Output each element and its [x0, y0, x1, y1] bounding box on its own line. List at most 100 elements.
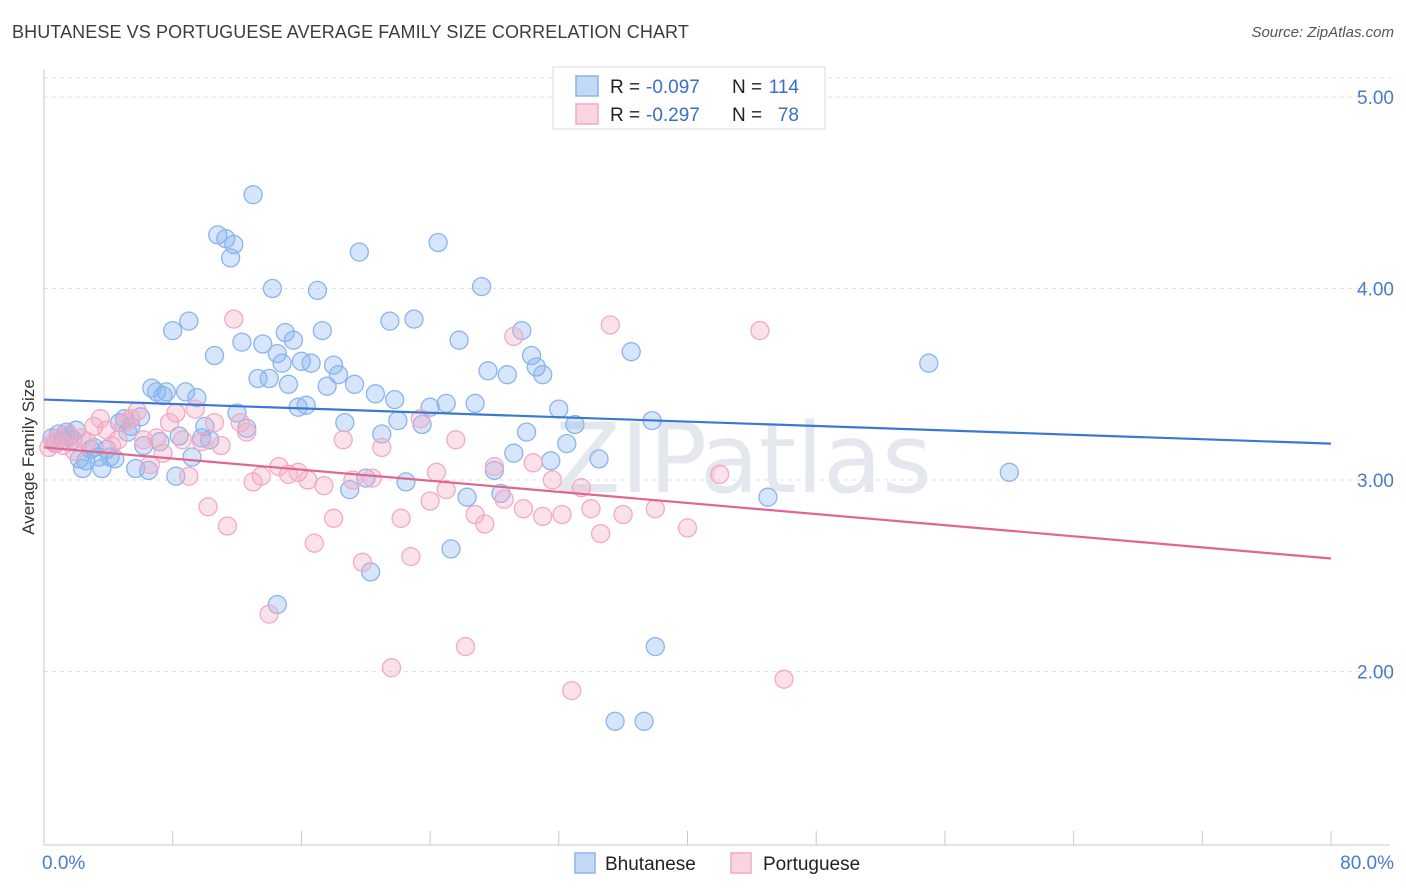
point-bhutanese	[645, 636, 665, 657]
legend-swatch-bhutanese	[575, 75, 599, 97]
point-portuguese	[513, 499, 534, 519]
point-portuguese	[362, 468, 382, 488]
legend-r-label-bhutanese: R =	[610, 77, 640, 98]
point-bhutanese	[557, 433, 577, 454]
point-bhutanese	[349, 242, 369, 262]
point-portuguese	[484, 456, 505, 477]
tick-labels: 2.00 3.00 4.00 5.00 0.0% 80.0%	[42, 88, 1394, 874]
point-bhutanese	[388, 410, 408, 431]
point-portuguese	[613, 504, 633, 525]
point-portuguese	[372, 437, 392, 458]
point-portuguese	[581, 499, 601, 519]
point-portuguese	[333, 430, 353, 450]
point-portuguese	[446, 430, 466, 450]
point-portuguese	[84, 416, 104, 437]
point-portuguese	[410, 409, 431, 429]
point-bhutanese	[278, 374, 299, 394]
series-legend: Bhutanese Portuguese	[574, 852, 860, 875]
point-bhutanese	[307, 280, 328, 301]
trend-lines	[43, 398, 1332, 560]
point-bhutanese	[478, 361, 498, 381]
point-bhutanese	[272, 353, 292, 373]
point-portuguese	[211, 435, 231, 456]
legend-swatch-portuguese	[575, 103, 599, 125]
point-portuguese	[314, 476, 334, 496]
point-portuguese	[645, 499, 665, 519]
legend-n-value-bhutanese: 114	[769, 77, 800, 98]
point-portuguese	[590, 523, 611, 544]
point-portuguese	[401, 546, 421, 567]
point-portuguese	[192, 432, 212, 452]
point-portuguese	[259, 604, 279, 624]
point-portuguese	[288, 462, 308, 482]
x-tick-label-max: 80.0%	[1340, 853, 1394, 874]
point-portuguese	[153, 443, 173, 463]
y-tick-label: 2.00	[1357, 663, 1394, 684]
point-bhutanese	[372, 424, 392, 444]
point-bhutanese	[232, 332, 252, 352]
point-portuguese	[90, 409, 110, 429]
point-bhutanese	[291, 351, 312, 371]
series-legend-label-bhutanese: Bhutanese	[605, 854, 696, 875]
point-bhutanese	[449, 330, 469, 350]
point-portuguese	[237, 422, 257, 442]
point-portuguese	[523, 453, 543, 473]
point-portuguese	[750, 320, 770, 341]
chart-title: BHUTANESE VS PORTUGUESE AVERAGE FAMILY S…	[12, 22, 689, 42]
point-bhutanese	[428, 232, 448, 253]
watermark-atlas: atlas	[700, 403, 932, 515]
point-bhutanese	[296, 395, 316, 415]
point-portuguese	[562, 680, 582, 701]
point-portuguese	[108, 430, 128, 450]
point-portuguese	[323, 508, 344, 528]
point-bhutanese	[253, 334, 273, 354]
point-portuguese	[774, 669, 794, 689]
point-bhutanese	[526, 357, 546, 377]
series-legend-swatch-portuguese	[730, 852, 752, 874]
axes	[43, 70, 1390, 846]
point-bhutanese	[385, 389, 405, 410]
point-bhutanese	[634, 711, 654, 731]
point-bhutanese	[380, 311, 400, 331]
point-bhutanese	[589, 449, 609, 469]
point-portuguese	[166, 403, 186, 423]
point-portuguese	[179, 466, 199, 486]
point-portuguese	[381, 658, 402, 678]
point-bhutanese	[541, 451, 561, 471]
point-portuguese	[159, 412, 180, 433]
point-bhutanese	[248, 368, 268, 389]
point-portuguese	[420, 491, 440, 511]
point-bhutanese	[471, 276, 492, 297]
point-portuguese	[121, 409, 141, 429]
y-tick-label: 4.00	[1357, 280, 1394, 301]
point-portuguese	[455, 636, 476, 657]
y-tick-label: 3.00	[1357, 471, 1394, 492]
point-bhutanese	[328, 365, 349, 385]
point-portuguese	[204, 412, 225, 433]
point-bhutanese	[465, 393, 485, 414]
point-bhutanese	[533, 365, 553, 385]
point-portuguese	[436, 479, 456, 500]
point-bhutanese	[504, 443, 524, 463]
point-bhutanese	[605, 711, 625, 731]
point-bhutanese	[312, 320, 332, 341]
source-credit: Source: ZipAtlas.com	[1251, 24, 1394, 41]
point-bhutanese	[919, 353, 939, 373]
point-portuguese	[185, 399, 205, 419]
point-bhutanese	[156, 382, 176, 402]
point-portuguese	[504, 326, 524, 347]
point-bhutanese	[457, 487, 477, 507]
point-portuguese	[251, 466, 271, 486]
point-bhutanese	[344, 374, 365, 394]
legend-r-label-portuguese: R =	[610, 105, 640, 126]
point-portuguese	[230, 412, 250, 433]
point-bhutanese	[224, 234, 244, 255]
point-portuguese	[391, 508, 411, 528]
point-bhutanese	[999, 462, 1019, 482]
point-bhutanese	[516, 422, 537, 442]
point-bhutanese	[497, 365, 517, 385]
point-bhutanese	[259, 368, 279, 389]
point-bhutanese	[275, 322, 295, 343]
series-legend-label-portuguese: Portuguese	[763, 854, 860, 875]
